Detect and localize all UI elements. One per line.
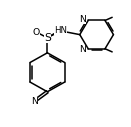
Text: HN: HN <box>54 26 67 35</box>
Text: N: N <box>79 45 86 54</box>
Text: S: S <box>44 33 51 43</box>
Text: N: N <box>31 97 38 106</box>
Text: O: O <box>55 28 62 37</box>
Text: O: O <box>33 28 40 37</box>
Text: N: N <box>79 15 86 24</box>
